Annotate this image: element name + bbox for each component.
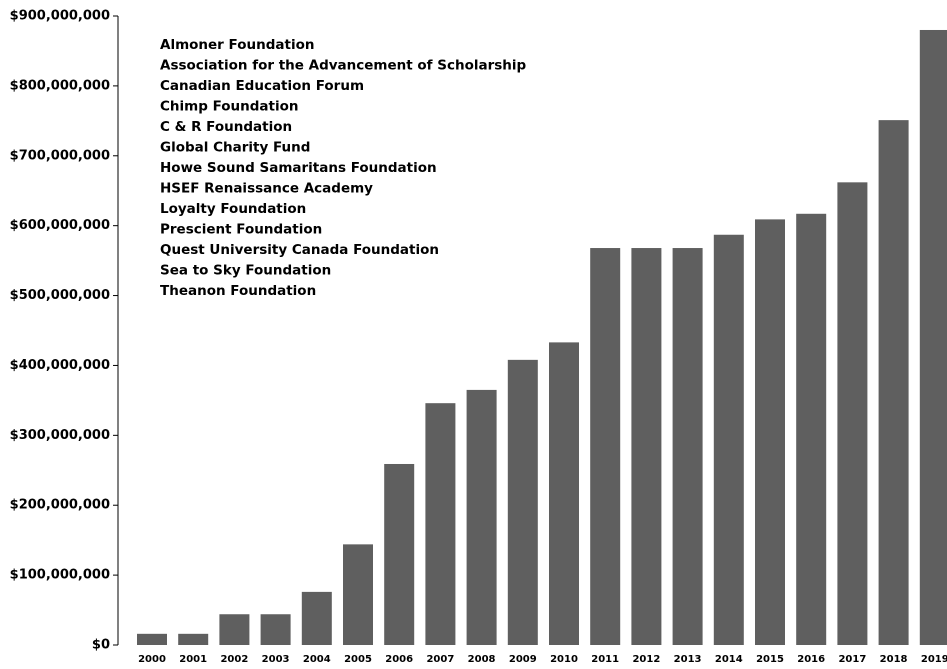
x-tick-label: 2014 — [715, 654, 743, 665]
annotation: Loyalty Foundation — [160, 201, 306, 217]
bar — [590, 248, 621, 645]
y-tick-label: $200,000,000 — [10, 498, 110, 513]
bar — [919, 29, 947, 645]
annotation: Prescient Foundation — [160, 222, 322, 238]
y-tick-label: $800,000,000 — [10, 78, 110, 93]
bar — [796, 213, 827, 645]
x-tick-label: 2005 — [344, 654, 372, 665]
x-tick-label: 2000 — [138, 654, 166, 665]
bar — [219, 614, 250, 645]
x-tick-label: 2001 — [179, 654, 207, 665]
x-tick-label: 2010 — [550, 654, 578, 665]
y-tick-label: $900,000,000 — [10, 9, 110, 24]
y-tick-label: $500,000,000 — [10, 288, 110, 303]
bar — [425, 403, 456, 645]
y-tick-label: $300,000,000 — [10, 428, 110, 443]
bar — [137, 633, 167, 645]
annotation: HSEF Renaissance Academy — [160, 181, 373, 197]
bar — [384, 463, 415, 645]
bar — [549, 342, 579, 645]
y-tick-label: $400,000,000 — [10, 358, 110, 373]
x-tick-label: 2011 — [591, 654, 619, 665]
bar — [507, 359, 538, 645]
x-tick-label: 2016 — [797, 654, 825, 665]
bar — [466, 389, 497, 645]
x-tick-label: 2004 — [303, 654, 331, 665]
bar — [301, 591, 332, 645]
annotation: C & R Foundation — [160, 119, 292, 135]
x-tick-label: 2006 — [385, 654, 413, 665]
bar — [343, 544, 373, 645]
x-tick-label: 2009 — [509, 654, 537, 665]
x-tick-label: 2003 — [262, 654, 290, 665]
bar — [631, 248, 662, 645]
bar — [713, 234, 744, 645]
annotation: Almoner Foundation — [160, 37, 314, 53]
annotation: Canadian Education Forum — [160, 78, 364, 94]
x-tick-label: 2013 — [674, 654, 702, 665]
annotation: Sea to Sky Foundation — [160, 263, 331, 279]
y-tick-label: $700,000,000 — [10, 148, 110, 163]
bar — [878, 120, 909, 645]
x-tick-label: 2017 — [838, 654, 866, 665]
bar — [672, 248, 703, 645]
bar — [260, 614, 291, 645]
annotation: Quest University Canada Foundation — [160, 242, 439, 258]
x-tick-label: 2012 — [632, 654, 660, 665]
y-tick-label: $600,000,000 — [10, 218, 110, 233]
bar — [755, 219, 785, 646]
x-tick-label: 2008 — [468, 654, 496, 665]
annotation: Theanon Foundation — [160, 283, 316, 299]
annotation: Chimp Foundation — [160, 99, 299, 115]
bar — [178, 633, 209, 645]
annotation: Global Charity Fund — [160, 140, 310, 156]
bar — [837, 182, 868, 645]
annotation: Association for the Advancement of Schol… — [160, 58, 527, 74]
y-tick-label: $100,000,000 — [10, 568, 110, 583]
x-tick-label: 2015 — [756, 654, 784, 665]
x-tick-label: 2007 — [426, 654, 454, 665]
x-tick-label: 2019 — [921, 654, 947, 665]
annotation: Howe Sound Samaritans Foundation — [160, 160, 437, 176]
x-tick-label: 2002 — [220, 654, 248, 665]
x-tick-label: 2018 — [880, 654, 908, 665]
y-tick-label: $0 — [92, 638, 110, 653]
